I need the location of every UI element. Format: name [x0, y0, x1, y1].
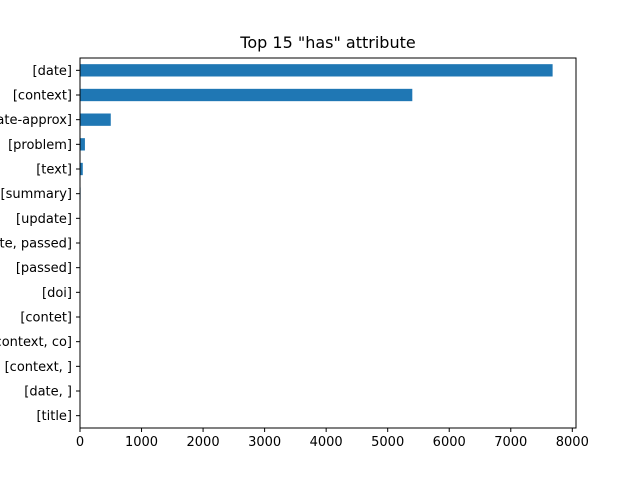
y-tick-label: [date-approx] [0, 113, 72, 128]
plot-frame [80, 58, 576, 428]
y-tick-label: [date] [33, 64, 72, 79]
x-tick-label: 1000 [125, 435, 158, 450]
bars-group [80, 64, 553, 422]
y-tick-label: [context] [13, 89, 72, 104]
y-tick-label: [context, ] [5, 360, 72, 375]
y-tick-label: [doi] [42, 286, 72, 301]
y-tick-label: [update] [16, 212, 72, 227]
y-tick-label: [summary] [1, 187, 73, 202]
y-axis: [date] [context] [date-approx] [problem] [te… [0, 64, 80, 424]
bar-1 [80, 89, 412, 101]
y-tick-label: [problem] [8, 138, 72, 153]
x-tick-label: 4000 [310, 435, 343, 450]
y-tick-label: [date, ] [24, 385, 72, 400]
chart-title: Top 15 "has" attribute [239, 33, 415, 52]
x-tick-label: 8000 [556, 435, 589, 450]
y-tick-label: [date, passed] [0, 237, 72, 252]
y-tick-label: [title] [36, 409, 72, 424]
x-tick-label: 2000 [187, 435, 220, 450]
bar-2 [80, 114, 111, 126]
bar-0 [80, 64, 553, 76]
x-axis: 0 1000 2000 3000 4000 5000 6000 7000 8000 [76, 428, 589, 450]
x-tick-label: 0 [76, 435, 84, 450]
bar-3 [80, 138, 85, 150]
x-tick-label: 6000 [433, 435, 466, 450]
x-tick-label: 5000 [371, 435, 404, 450]
x-tick-label: 7000 [494, 435, 527, 450]
y-tick-label: [contet] [20, 311, 72, 326]
y-tick-label: [context, co] [0, 335, 72, 350]
x-tick-label: 3000 [248, 435, 281, 450]
y-tick-label: [text] [36, 163, 72, 178]
y-tick-label: [passed] [16, 261, 72, 276]
